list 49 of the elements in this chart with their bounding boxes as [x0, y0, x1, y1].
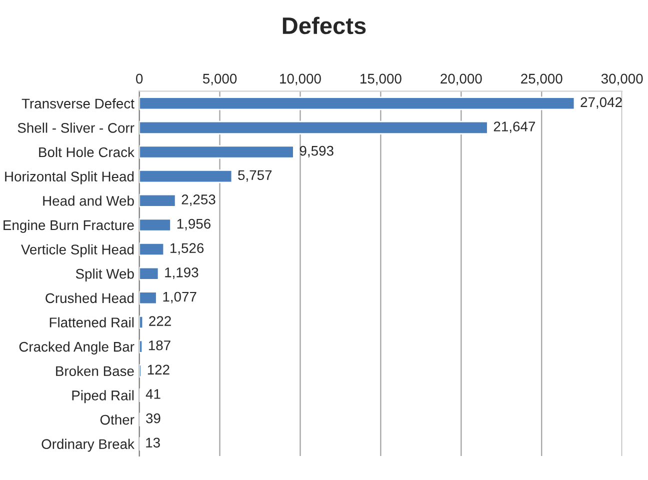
y-tick-label: Verticle Split Head	[21, 244, 134, 258]
y-tick-label: Bolt Hole Crack	[39, 146, 134, 158]
bar	[139, 242, 165, 256]
y-tick-label: Horizontal Split Head	[5, 171, 134, 184]
data-label: 21,647	[494, 122, 535, 134]
y-tick-label: Crushed Head	[46, 292, 134, 304]
x-tick-label: 5,000	[202, 74, 237, 86]
x-tick-label: 0	[136, 74, 143, 84]
data-label: 122	[148, 364, 170, 374]
data-label: 27,042	[580, 97, 622, 109]
y-tick-label: Broken Base	[56, 366, 134, 376]
data-label: 39	[146, 413, 160, 424]
y-tick-label: Split Web	[76, 268, 134, 282]
y-tick-label: Other	[100, 414, 134, 425]
data-label: 187	[148, 340, 170, 350]
data-label: 5,757	[238, 170, 272, 182]
x-tick-label: 30,000	[601, 74, 643, 86]
data-label: 1,077	[163, 292, 196, 304]
data-label: 1,526	[170, 243, 204, 255]
data-label: 1,193	[165, 267, 198, 279]
data-label: 2,253	[182, 194, 216, 206]
x-tick-label: 15,000	[360, 74, 402, 86]
bar	[139, 96, 576, 110]
y-tick-label: Transverse Defect	[22, 98, 134, 109]
bar	[139, 120, 488, 134]
data-label: 222	[149, 316, 171, 326]
bar	[139, 170, 233, 184]
x-tick-label: 20,000	[440, 74, 482, 86]
y-tick-label: Ordinary Break	[42, 438, 134, 452]
bar	[139, 266, 160, 280]
y-tick-label: Cracked Angle Bar	[19, 342, 134, 354]
bar	[139, 315, 144, 330]
y-tick-label: Flattened Rail	[50, 317, 134, 328]
data-label: 13	[146, 438, 160, 448]
data-label: 9,593	[300, 146, 334, 158]
x-tick-label: 10,000	[280, 74, 321, 86]
y-tick-label: Engine Burn Fracture	[4, 220, 134, 233]
x-tick-label: 25,000	[521, 74, 562, 86]
y-tick-label: Piped Rail	[72, 390, 134, 404]
data-label: 1,956	[177, 218, 210, 230]
bar	[139, 340, 144, 354]
bar	[139, 145, 294, 159]
chart-title: Defects	[282, 16, 366, 34]
bar	[139, 194, 176, 208]
bar	[139, 218, 172, 232]
y-tick-label: Shell - Sliver - Corr	[18, 122, 134, 133]
y-tick-label: Head and Web	[43, 196, 134, 206]
bar	[139, 291, 158, 305]
data-label: 41	[146, 389, 160, 399]
